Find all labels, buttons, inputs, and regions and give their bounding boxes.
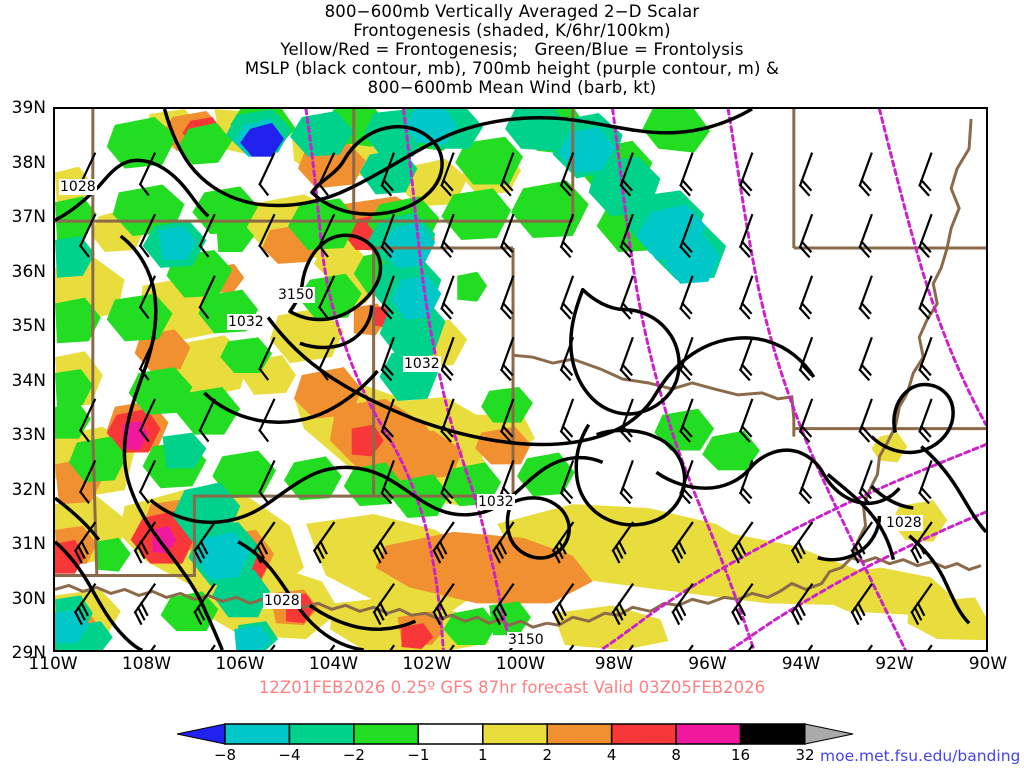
wind-barb — [621, 338, 633, 379]
wind-barb — [800, 338, 812, 379]
title-line-4: MSLP (black contour, mb), 700mb height (… — [0, 59, 1024, 78]
wind-barb — [501, 338, 513, 379]
mslp-label-1028-a: 1028 — [59, 179, 97, 195]
wind-barb — [561, 400, 573, 441]
wind-barb — [740, 277, 752, 318]
x-tick-106W: 106W — [205, 654, 275, 674]
wind-barb — [852, 646, 871, 650]
wind-barb — [860, 215, 872, 256]
title-line-5: 800−600mb Mean Wind (barb, kt) — [0, 78, 1024, 97]
colorbar-tick-9: 32 — [785, 746, 825, 764]
y-tick-32N: 32N — [0, 480, 46, 500]
map-plot-area: 1028 1032 1032 1032 1028 1028 3150 3150 — [53, 107, 988, 652]
y-tick-34N: 34N — [0, 371, 46, 391]
wind-barb — [561, 277, 573, 318]
x-tick-110W: 110W — [18, 654, 88, 674]
colorbar: −8 −4 −2 −1 1 2 4 8 16 32 — [175, 720, 855, 766]
mslp-label-1032-b: 1032 — [403, 356, 441, 372]
y-tick-30N: 30N — [0, 589, 46, 609]
x-tick-104W: 104W — [299, 654, 369, 674]
forecast-caption: 12Z01FEB2026 0.25º GFS 87hr forecast Val… — [0, 678, 1024, 697]
colorbar-tick-3: −1 — [398, 746, 438, 764]
wind-barb — [135, 584, 154, 623]
y-tick-31N: 31N — [0, 534, 46, 554]
wind-barb — [792, 646, 811, 650]
wind-barb — [860, 277, 872, 318]
wind-barb — [442, 277, 454, 318]
y-tick-33N: 33N — [0, 425, 46, 445]
wind-barb — [912, 646, 931, 650]
x-tick-90W: 90W — [953, 654, 1023, 674]
colorbar-swatch-6 — [547, 724, 611, 744]
colorbar-swatch-3 — [354, 724, 418, 744]
colorbar-tick-2: −2 — [334, 746, 374, 764]
chart-title: 800−600mb Vertically Averaged 2−D Scalar… — [0, 2, 1024, 97]
colorbar-swatches — [175, 720, 855, 748]
colorbar-tick-8: 16 — [721, 746, 761, 764]
y-tick-36N: 36N — [0, 262, 46, 282]
title-line-1: 800−600mb Vertically Averaged 2−D Scalar — [0, 2, 1024, 21]
wind-barb — [740, 154, 752, 195]
wind-barb — [860, 400, 872, 441]
wind-barb — [740, 338, 752, 379]
colorbar-tick-4: 1 — [463, 746, 503, 764]
wind-barb — [195, 646, 214, 650]
wind-barb — [800, 277, 812, 318]
mslp-label-1032-c: 1032 — [477, 494, 515, 510]
colorbar-left-arrow — [177, 724, 225, 744]
colorbar-swatch-8 — [676, 724, 740, 744]
colorbar-swatch-9 — [741, 724, 805, 744]
wind-barb — [733, 646, 752, 650]
mslp-label-1032-a: 1032 — [227, 314, 265, 330]
wind-barb — [501, 277, 513, 318]
x-tick-96W: 96W — [673, 654, 743, 674]
mslp-label-1028-c: 1028 — [885, 515, 923, 531]
wind-barb — [800, 461, 812, 502]
wind-barb — [920, 400, 932, 441]
wind-barb — [673, 646, 692, 650]
wind-barb — [920, 154, 932, 195]
x-tick-98W: 98W — [579, 654, 649, 674]
wind-barb — [314, 646, 333, 650]
mslp-label-1028-b: 1028 — [263, 593, 301, 609]
y-tick-39N: 39N — [0, 98, 46, 118]
wind-barb — [621, 277, 633, 318]
source-watermark: moe.met.fsu.edu/banding — [820, 747, 1020, 765]
colorbar-tick-6: 4 — [592, 746, 632, 764]
colorbar-right-arrow — [805, 724, 853, 744]
wind-barb — [860, 154, 872, 195]
wind-barb — [800, 400, 812, 441]
colorbar-swatch-4 — [418, 724, 482, 744]
x-tick-102W: 102W — [392, 654, 462, 674]
colorbar-tick-0: −8 — [205, 746, 245, 764]
x-tick-94W: 94W — [766, 654, 836, 674]
wind-barb — [681, 154, 693, 195]
colorbar-tick-5: 2 — [527, 746, 567, 764]
wind-barb — [553, 646, 572, 650]
wind-barb — [920, 215, 932, 256]
wind-barb — [860, 338, 872, 379]
wind-barb — [740, 215, 752, 256]
title-line-2: Frontogenesis (shaded, K/6hr/100km) — [0, 21, 1024, 40]
y-tick-35N: 35N — [0, 316, 46, 336]
x-tick-100W: 100W — [486, 654, 556, 674]
title-line-3: Yellow/Red = Frontogenesis; Green/Blue =… — [0, 40, 1024, 59]
colorbar-swatch-1 — [225, 724, 289, 744]
h700-label-3150-a: 3150 — [277, 287, 315, 303]
colorbar-tick-1: −4 — [269, 746, 309, 764]
colorbar-swatch-7 — [612, 724, 676, 744]
wind-barb — [800, 154, 812, 195]
colorbar-swatch-2 — [289, 724, 353, 744]
wind-barb — [260, 154, 274, 195]
y-tick-37N: 37N — [0, 207, 46, 227]
colorbar-tick-7: 8 — [656, 746, 696, 764]
x-tick-92W: 92W — [860, 654, 930, 674]
wind-barb — [621, 461, 633, 502]
wind-barb — [800, 215, 812, 256]
x-tick-108W: 108W — [112, 654, 182, 674]
map-canvas — [55, 109, 986, 650]
colorbar-swatch-5 — [483, 724, 547, 744]
y-tick-38N: 38N — [0, 153, 46, 173]
h700-label-3150-b: 3150 — [507, 632, 545, 648]
